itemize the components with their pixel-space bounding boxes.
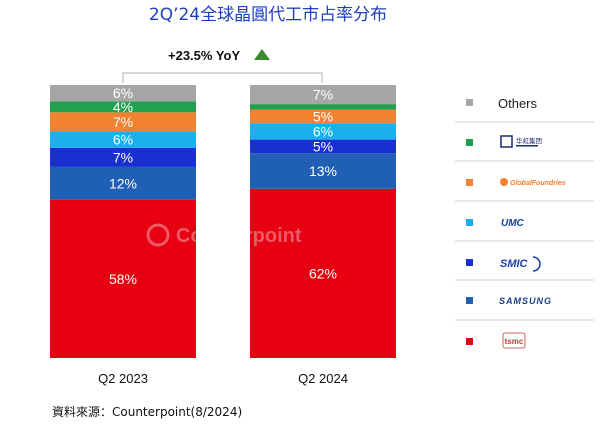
- bar-segment-huahong-2: [250, 104, 396, 110]
- legend-swatch-tsmc: [466, 338, 473, 345]
- data-label-samsung-1: 12%: [109, 175, 137, 191]
- tsmc-logo: tsmc: [502, 332, 526, 349]
- globalfoundries-logo: GlobalFoundries: [500, 178, 566, 187]
- yoy-annotation: +23.5% YoY: [122, 48, 323, 83]
- umc-logo: UMC: [501, 218, 525, 229]
- watermark-logo-icon: [146, 223, 170, 247]
- legend-swatch-samsung: [466, 297, 473, 304]
- bar-segment-others-1: [50, 85, 196, 102]
- up-arrow-icon: [254, 49, 270, 60]
- yoy-bracket: [122, 72, 323, 83]
- huahong-logo-text: 华虹集团: [516, 136, 542, 145]
- watermark: Counterpoint: [146, 223, 302, 247]
- bar-segment-globalfoundries-1: [50, 112, 196, 132]
- data-label-others-1: 6%: [113, 85, 133, 101]
- legend-swatch-others: [466, 99, 473, 106]
- samsung-logo: SAMSUNG: [499, 296, 552, 306]
- legend: Others 华虹集团 GlobalFoundries UMC SMIC: [455, 96, 594, 349]
- legend-label-others: Others: [498, 96, 538, 111]
- data-label-tsmc-2: 62%: [309, 265, 337, 281]
- huahong-logo: 华虹集团: [500, 135, 542, 148]
- bar-segment-smic-2: [250, 139, 396, 154]
- legend-swatch-huahong: [466, 139, 473, 146]
- data-label-smic-2: 5%: [313, 138, 333, 154]
- data-label-globalfoundries-1: 7%: [113, 114, 133, 130]
- data-label-others-2: 7%: [313, 87, 333, 103]
- tsmc-logo-frame-icon: [502, 332, 526, 349]
- bar-segment-samsung-1: [50, 166, 196, 200]
- legend-swatch-smic: [466, 259, 473, 266]
- data-label-umc-2: 6%: [313, 123, 333, 139]
- bar-segment-tsmc-2: [250, 188, 396, 358]
- data-label-huahong-1: 4%: [113, 99, 133, 115]
- x-tick-label: Q2 2024: [298, 371, 348, 386]
- bars-group: 58%12%7%6%7%4%6%62%13%5%6%5%7%: [50, 85, 396, 358]
- data-label-globalfoundries-2: 5%: [313, 108, 333, 124]
- bar-segment-umc-1: [50, 131, 196, 148]
- yoy-label: +23.5% YoY: [168, 48, 240, 63]
- source-note: 資料來源：Counterpoint(8/2024): [52, 405, 242, 419]
- watermark-text: Counterpoint: [176, 225, 302, 247]
- bar-segment-globalfoundries-2: [250, 109, 396, 124]
- legend-swatch-globalfoundries: [466, 179, 473, 186]
- chart-title: 2Q’24全球晶圓代工市占率分布: [149, 5, 387, 25]
- globalfoundries-logo-icon: [500, 178, 508, 186]
- bar-segment-smic-1: [50, 147, 196, 167]
- smic-logo-swoosh-icon: [532, 256, 541, 272]
- bar-segment-samsung-2: [250, 153, 396, 189]
- tsmc-logo-text: tsmc: [505, 337, 524, 346]
- bar-segment-umc-2: [250, 123, 396, 140]
- smic-logo-text: SMIC: [500, 258, 529, 270]
- bar-segment-tsmc-1: [50, 199, 196, 358]
- huahong-logo-icon: [500, 135, 513, 148]
- legend-swatch-umc: [466, 219, 473, 226]
- huahong-logo-underline: [516, 145, 538, 147]
- bar-segment-others-2: [250, 85, 396, 105]
- data-label-umc-1: 6%: [113, 132, 133, 148]
- bar-segment-huahong-1: [50, 101, 196, 113]
- data-label-samsung-2: 13%: [309, 163, 337, 179]
- x-tick-label: Q2 2023: [98, 371, 148, 386]
- smic-logo: SMIC: [500, 256, 541, 272]
- globalfoundries-logo-text: GlobalFoundries: [510, 180, 566, 187]
- data-label-tsmc-1: 58%: [109, 271, 137, 287]
- data-label-smic-1: 7%: [113, 149, 133, 165]
- x-axis-labels: Q2 2023 Q2 2024: [98, 371, 348, 386]
